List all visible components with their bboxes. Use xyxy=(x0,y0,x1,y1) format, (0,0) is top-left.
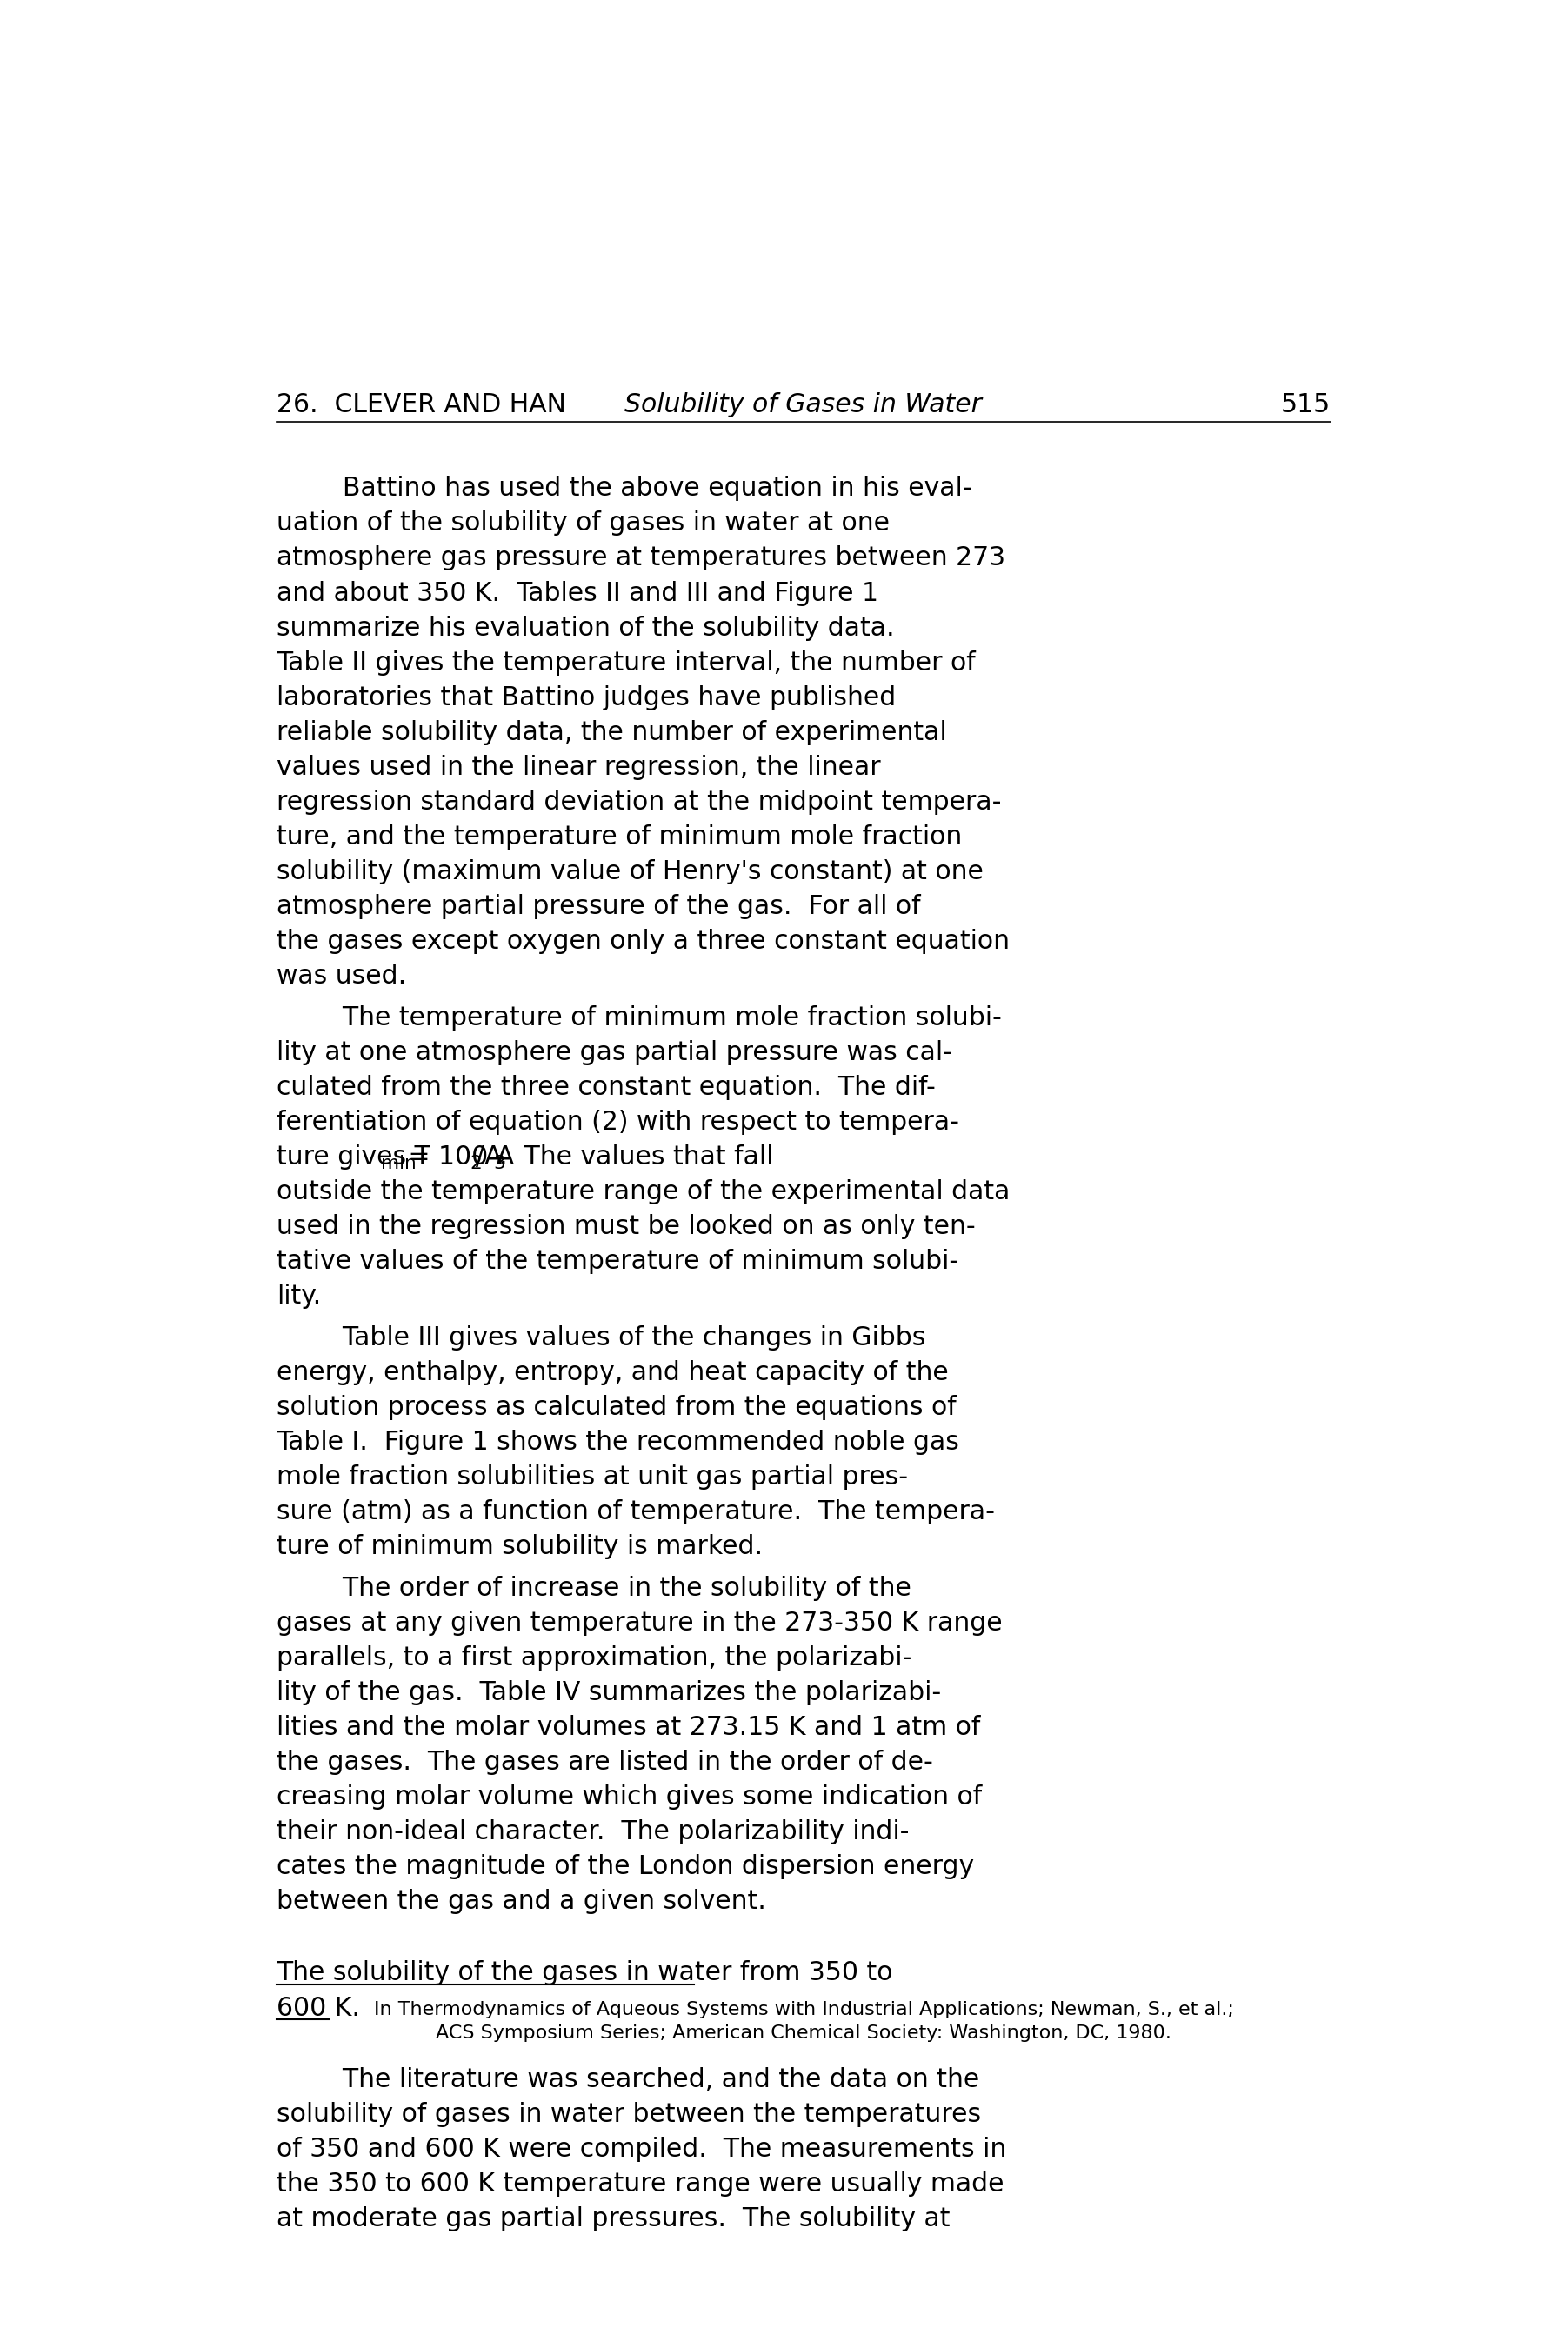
Text: 3: 3 xyxy=(494,1155,505,1172)
Text: min: min xyxy=(381,1155,417,1172)
Text: 26.  CLEVER AND HAN: 26. CLEVER AND HAN xyxy=(278,392,566,418)
Text: Table II gives the temperature interval, the number of: Table II gives the temperature interval,… xyxy=(278,650,975,676)
Text: the gases.  The gases are listed in the order of de-: the gases. The gases are listed in the o… xyxy=(278,1749,933,1775)
Text: culated from the three constant equation.  The dif-: culated from the three constant equation… xyxy=(278,1075,936,1099)
Text: 515: 515 xyxy=(1281,392,1330,418)
Text: 2: 2 xyxy=(469,1155,481,1172)
Text: ture, and the temperature of minimum mole fraction: ture, and the temperature of minimum mol… xyxy=(278,824,963,850)
Text: sure (atm) as a function of temperature.  The tempera-: sure (atm) as a function of temperature.… xyxy=(278,1500,996,1524)
Text: regression standard deviation at the midpoint tempera-: regression standard deviation at the mid… xyxy=(278,789,1002,815)
Text: solubility (maximum value of Henry's constant) at one: solubility (maximum value of Henry's con… xyxy=(278,859,983,885)
Text: parallels, to a first approximation, the polarizabi-: parallels, to a first approximation, the… xyxy=(278,1646,913,1669)
Text: reliable solubility data, the number of experimental: reliable solubility data, the number of … xyxy=(278,721,947,744)
Text: ACS Symposium Series; American Chemical Society: Washington, DC, 1980.: ACS Symposium Series; American Chemical … xyxy=(436,2024,1171,2043)
Text: at moderate gas partial pressures.  The solubility at: at moderate gas partial pressures. The s… xyxy=(278,2207,950,2231)
Text: the 350 to 600 K temperature range were usually made: the 350 to 600 K temperature range were … xyxy=(278,2172,1005,2198)
Text: 600 K.: 600 K. xyxy=(278,1996,361,2022)
Text: In Thermodynamics of Aqueous Systems with Industrial Applications; Newman, S., e: In Thermodynamics of Aqueous Systems wit… xyxy=(373,2000,1234,2019)
Text: .  The values that fall: . The values that fall xyxy=(500,1143,773,1169)
Text: Table I.  Figure 1 shows the recommended noble gas: Table I. Figure 1 shows the recommended … xyxy=(278,1430,960,1456)
Text: between the gas and a given solvent.: between the gas and a given solvent. xyxy=(278,1888,767,1914)
Text: gases at any given temperature in the 273-350 K range: gases at any given temperature in the 27… xyxy=(278,1611,1002,1637)
Text: ture gives T: ture gives T xyxy=(278,1143,431,1169)
Text: values used in the linear regression, the linear: values used in the linear regression, th… xyxy=(278,754,881,780)
Text: The temperature of minimum mole fraction solubi-: The temperature of minimum mole fraction… xyxy=(278,1005,1002,1031)
Text: was used.: was used. xyxy=(278,963,406,989)
Text: ferentiation of equation (2) with respect to tempera-: ferentiation of equation (2) with respec… xyxy=(278,1111,960,1134)
Text: solubility of gases in water between the temperatures: solubility of gases in water between the… xyxy=(278,2101,982,2127)
Text: atmosphere partial pressure of the gas.  For all of: atmosphere partial pressure of the gas. … xyxy=(278,895,920,918)
Text: Solubility of Gases in Water: Solubility of Gases in Water xyxy=(624,392,982,418)
Text: of 350 and 600 K were compiled.  The measurements in: of 350 and 600 K were compiled. The meas… xyxy=(278,2137,1007,2163)
Text: The literature was searched, and the data on the: The literature was searched, and the dat… xyxy=(278,2066,980,2092)
Text: summarize his evaluation of the solubility data.: summarize his evaluation of the solubili… xyxy=(278,615,895,641)
Text: mole fraction solubilities at unit gas partial pres-: mole fraction solubilities at unit gas p… xyxy=(278,1465,908,1489)
Text: lity at one atmosphere gas partial pressure was cal-: lity at one atmosphere gas partial press… xyxy=(278,1040,953,1066)
Text: outside the temperature range of the experimental data: outside the temperature range of the exp… xyxy=(278,1179,1010,1205)
Text: lities and the molar volumes at 273.15 K and 1 atm of: lities and the molar volumes at 273.15 K… xyxy=(278,1714,980,1740)
Text: = 100 A: = 100 A xyxy=(400,1143,514,1169)
Text: cates the magnitude of the London dispersion energy: cates the magnitude of the London disper… xyxy=(278,1855,974,1878)
Text: energy, enthalpy, entropy, and heat capacity of the: energy, enthalpy, entropy, and heat capa… xyxy=(278,1359,949,1385)
Text: atmosphere gas pressure at temperatures between 273: atmosphere gas pressure at temperatures … xyxy=(278,545,1005,571)
Text: lity.: lity. xyxy=(278,1284,321,1308)
Text: ture of minimum solubility is marked.: ture of minimum solubility is marked. xyxy=(278,1533,764,1559)
Text: tative values of the temperature of minimum solubi-: tative values of the temperature of mini… xyxy=(278,1249,960,1275)
Text: used in the regression must be looked on as only ten-: used in the regression must be looked on… xyxy=(278,1214,975,1240)
Text: lity of the gas.  Table IV summarizes the polarizabi-: lity of the gas. Table IV summarizes the… xyxy=(278,1681,941,1705)
Text: the gases except oxygen only a three constant equation: the gases except oxygen only a three con… xyxy=(278,930,1010,953)
Text: The order of increase in the solubility of the: The order of increase in the solubility … xyxy=(278,1576,911,1601)
Text: their non-ideal character.  The polarizability indi-: their non-ideal character. The polarizab… xyxy=(278,1820,909,1846)
Text: Table III gives values of the changes in Gibbs: Table III gives values of the changes in… xyxy=(278,1324,927,1350)
Text: solution process as calculated from the equations of: solution process as calculated from the … xyxy=(278,1395,956,1421)
Text: creasing molar volume which gives some indication of: creasing molar volume which gives some i… xyxy=(278,1784,983,1810)
Text: uation of the solubility of gases in water at one: uation of the solubility of gases in wat… xyxy=(278,512,891,535)
Text: The solubility of the gases in water from 350 to: The solubility of the gases in water fro… xyxy=(278,1961,894,1986)
Text: Battino has used the above equation in his eval-: Battino has used the above equation in h… xyxy=(278,477,972,500)
Text: laboratories that Battino judges have published: laboratories that Battino judges have pu… xyxy=(278,686,897,709)
Text: and about 350 K.  Tables II and III and Figure 1: and about 350 K. Tables II and III and F… xyxy=(278,580,878,606)
Text: /A: /A xyxy=(475,1143,502,1169)
